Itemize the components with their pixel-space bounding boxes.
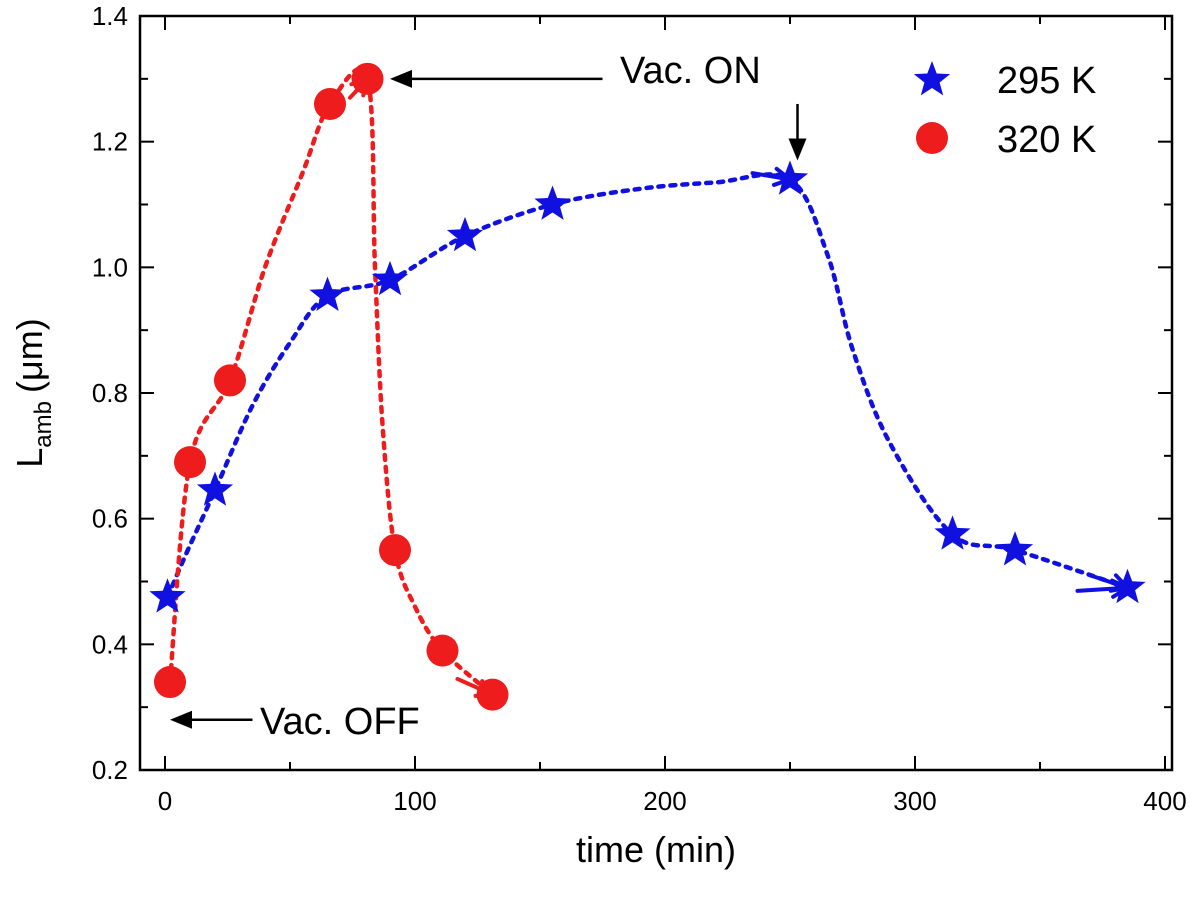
data-point-star [371,260,409,296]
y-tick-label: 0.8 [92,378,128,408]
x-tick-label: 0 [158,786,172,816]
trend-arrow [1075,585,1130,593]
data-point-star [309,276,346,311]
legend-marker-320k [916,122,948,154]
axis-ticks: 0 100 200 300 400 0.2 0.4 0.6 0.8 1.0 1.2 1.4 [92,1,1187,816]
x-tick-label: 400 [1143,786,1186,816]
trend-arrow [348,76,370,100]
data-point-star [996,531,1034,566]
curve-series-0 [165,172,1130,600]
data-point-circle [174,446,206,479]
x-tick-label: 300 [893,786,936,816]
trend-arrow-head [1110,578,1132,599]
legend-label-295k: 295 K [997,60,1096,102]
annotation-arrow-2-head [788,138,807,161]
annotation-vac-on: Vac. ON [620,50,761,92]
data-point-circle [214,364,246,397]
data-point-circle [154,666,186,699]
trend-arrow [750,171,792,182]
data-point-star [534,185,571,220]
data-point-circle [426,634,459,667]
data-point-circle [314,87,346,120]
data-point-star [934,515,971,550]
legend: 295 K 320 K [913,60,1096,161]
annotation-arrow-0-head [390,69,412,88]
y-axis-label-unit: (μm) [9,318,50,393]
data-point-star [446,216,484,252]
data-point-circle [379,534,411,567]
y-tick-label: 1.0 [92,252,128,282]
y-tick-label: 1.4 [92,1,128,31]
trend-arrow [455,676,495,697]
series-curves [165,67,1130,697]
trend-arrow-head [771,166,795,187]
y-tick-label: 1.2 [92,127,128,157]
y-axis-label: Lamb (μm) [9,318,57,467]
annotation-vac-off: Vac. OFF [260,701,420,743]
legend-label-320k: 320 K [997,119,1096,161]
y-tick-label: 0.2 [92,755,128,785]
y-tick-label: 0.4 [92,629,128,659]
x-tick-label: 200 [643,786,686,816]
y-tick-label: 0.6 [92,504,128,534]
y-axis-label-subscript: amb [30,401,57,448]
trend-arrow-head [473,679,497,698]
data-point-star [149,578,186,613]
annotation-arrow-1-head [170,710,192,729]
arrows [170,69,1132,729]
y-axis-label-main: L [9,448,50,468]
trend-arrow-head [349,75,371,98]
data-point-star [196,471,234,506]
legend-marker-295k [913,61,951,96]
x-tick-label: 100 [393,786,436,816]
x-axis-label: time (min) [576,829,736,870]
